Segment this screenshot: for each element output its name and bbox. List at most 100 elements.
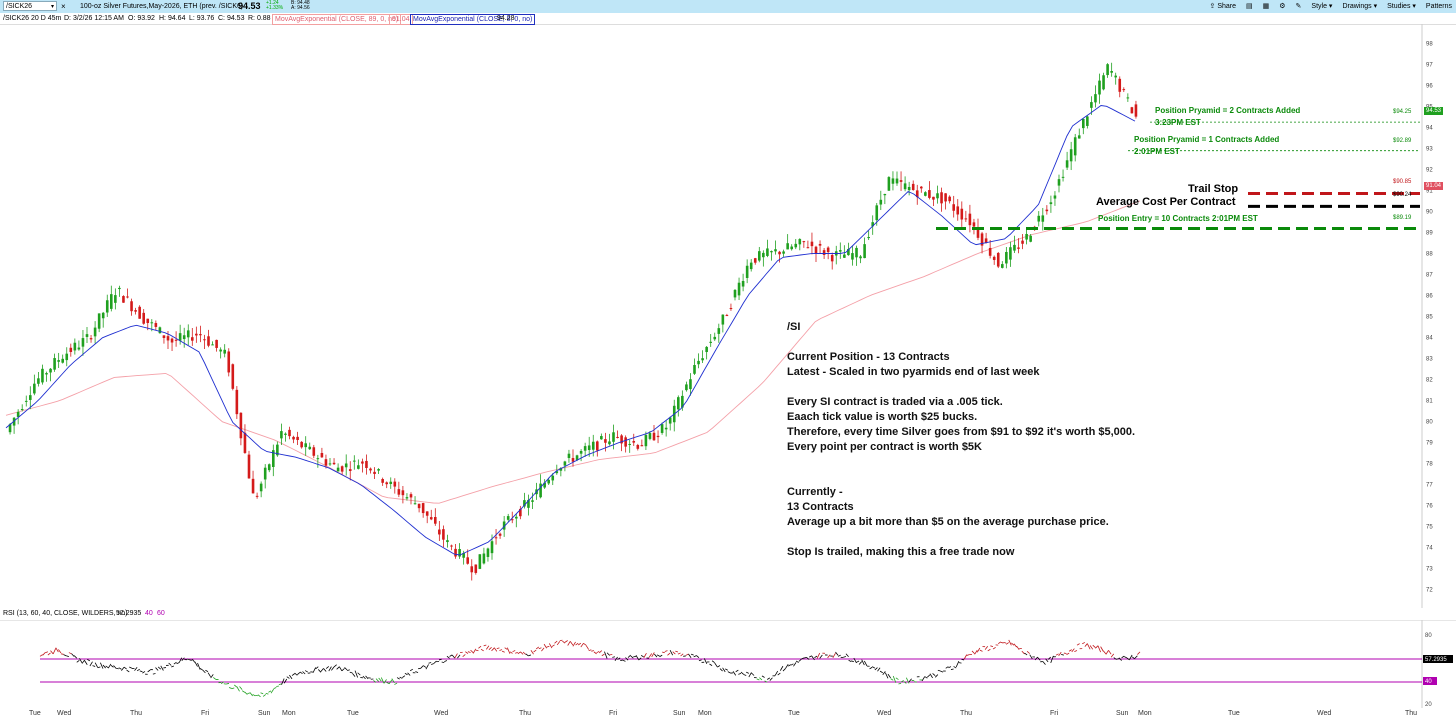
rsi-segment <box>291 673 295 676</box>
rsi-segment <box>286 676 290 679</box>
candle-body <box>53 358 56 370</box>
candle-body <box>1005 251 1008 264</box>
rsi-segment <box>1100 646 1104 652</box>
candle-body <box>932 196 935 200</box>
price-chart[interactable]: 9897969594939291908988878685848382818079… <box>0 24 1456 608</box>
rsi-segment <box>123 666 127 670</box>
rsi-segment <box>651 652 655 658</box>
rsi-segment <box>252 694 256 697</box>
candle-body <box>677 397 680 410</box>
pyramid2-annotation: Position Pryamid = 2 Contracts Added <box>1155 106 1301 115</box>
rsi-segment <box>727 671 731 674</box>
rsi-segment <box>299 671 303 675</box>
rsi-segment <box>585 645 590 650</box>
rsi-segment <box>475 649 479 652</box>
candle-body <box>223 349 226 354</box>
pyramid1-time: 2:01PM EST <box>1134 147 1180 156</box>
studies-label: Studies <box>1387 3 1411 10</box>
rsi-segment <box>869 666 873 670</box>
rsi-segment <box>89 661 93 667</box>
note-line: Current Position - 13 Contracts <box>787 351 950 363</box>
chevron-down-icon: ▾ <box>50 4 54 10</box>
rsi-segment <box>971 650 975 654</box>
rsi-segment <box>244 691 248 695</box>
candle-body <box>191 337 194 341</box>
rsi-label[interactable]: RSI (13, 60, 40, CLOSE, WILDERS, no) <box>3 610 128 617</box>
rsi-segment <box>142 671 146 674</box>
candle-body <box>417 503 421 509</box>
rsi-segment <box>328 666 332 672</box>
candle-body <box>110 294 113 309</box>
ema8-value: 94.28 <box>497 15 515 22</box>
candle-body <box>1126 97 1130 99</box>
candle-body <box>41 368 44 383</box>
rsi-segment <box>352 673 356 677</box>
rsi-segment <box>1034 656 1038 661</box>
candle-body <box>438 529 441 535</box>
candle-body <box>782 251 785 254</box>
candle-body <box>174 339 178 341</box>
candle-body <box>231 364 235 389</box>
style-button[interactable]: Style ▾ <box>1311 3 1333 10</box>
rsi-segment <box>921 676 926 682</box>
x-label: Wed <box>877 710 892 717</box>
rsi-segment <box>1082 642 1086 645</box>
price-label-9289: $92.89 <box>1393 138 1412 144</box>
ruler-icon[interactable]: ✎ <box>1295 3 1302 10</box>
rsi-segment <box>207 672 211 678</box>
rsi-segment <box>365 675 369 680</box>
grid-icon[interactable]: ▦ <box>1262 3 1270 10</box>
rsi-segment <box>858 661 863 665</box>
rsi-segment <box>1110 653 1115 658</box>
studies-button[interactable]: Studies ▾ <box>1387 3 1416 10</box>
rsi-segment <box>976 647 981 653</box>
close-icon[interactable]: × <box>61 2 66 11</box>
symbol-selector[interactable]: /SICK26 ▾ <box>3 1 57 11</box>
share-icon: ⇪ <box>1209 3 1218 10</box>
candle-body <box>389 481 393 484</box>
ema89-legend[interactable]: MovAvgExponential (CLOSE, 89, 0, no) <box>272 14 402 25</box>
rsi-segment <box>407 672 411 676</box>
y-tick-label: 78 <box>1426 462 1433 468</box>
candle-body <box>45 373 48 375</box>
rsi-segment <box>751 672 755 676</box>
gear-icon[interactable]: ⚙ <box>1279 3 1286 10</box>
drawings-button[interactable]: Drawings ▾ <box>1342 3 1378 10</box>
y-tick-label: 87 <box>1426 272 1433 278</box>
rsi-line <box>39 639 1141 698</box>
y-tick-label: 89 <box>1426 230 1433 236</box>
candle-body <box>543 482 546 488</box>
candle-body <box>1053 195 1057 199</box>
candle-body <box>964 218 968 220</box>
candle-body <box>547 479 550 484</box>
rsi-chart[interactable]: 80 60 40 20 57.2935 40 <box>0 620 1456 708</box>
x-label: Sun <box>1116 710 1129 717</box>
x-label: Mon <box>282 710 296 717</box>
candle-body <box>652 432 656 441</box>
rsi-segment <box>483 644 487 647</box>
rsi-segment <box>890 678 894 681</box>
candle-body <box>814 246 818 254</box>
rsi-segment <box>63 654 67 657</box>
rsi-segment <box>87 659 91 662</box>
rsi-segment <box>409 668 414 672</box>
candle-body <box>12 417 16 426</box>
rsi-segment <box>467 651 471 653</box>
candle-body <box>980 233 984 246</box>
share-button[interactable]: ⇪ Share <box>1210 0 1237 13</box>
candle-body <box>454 548 457 557</box>
patterns-button[interactable]: Patterns <box>1426 0 1452 13</box>
candle-body <box>134 310 137 312</box>
rsi-segment <box>118 667 122 670</box>
rsi-segment <box>173 661 177 665</box>
ema8-legend[interactable]: MovAvgExponential (CLOSE, 8, 0, no) <box>410 14 536 25</box>
candle-body <box>292 436 295 440</box>
rsi-segment <box>268 690 272 693</box>
rsi-segment <box>953 666 957 669</box>
candle-body <box>61 358 64 363</box>
rsi-segment <box>126 669 130 673</box>
candle-body <box>211 344 214 346</box>
rsi-segment <box>934 674 939 678</box>
page-icon[interactable]: ▤ <box>1246 3 1253 10</box>
rsi-segment <box>1047 656 1052 660</box>
